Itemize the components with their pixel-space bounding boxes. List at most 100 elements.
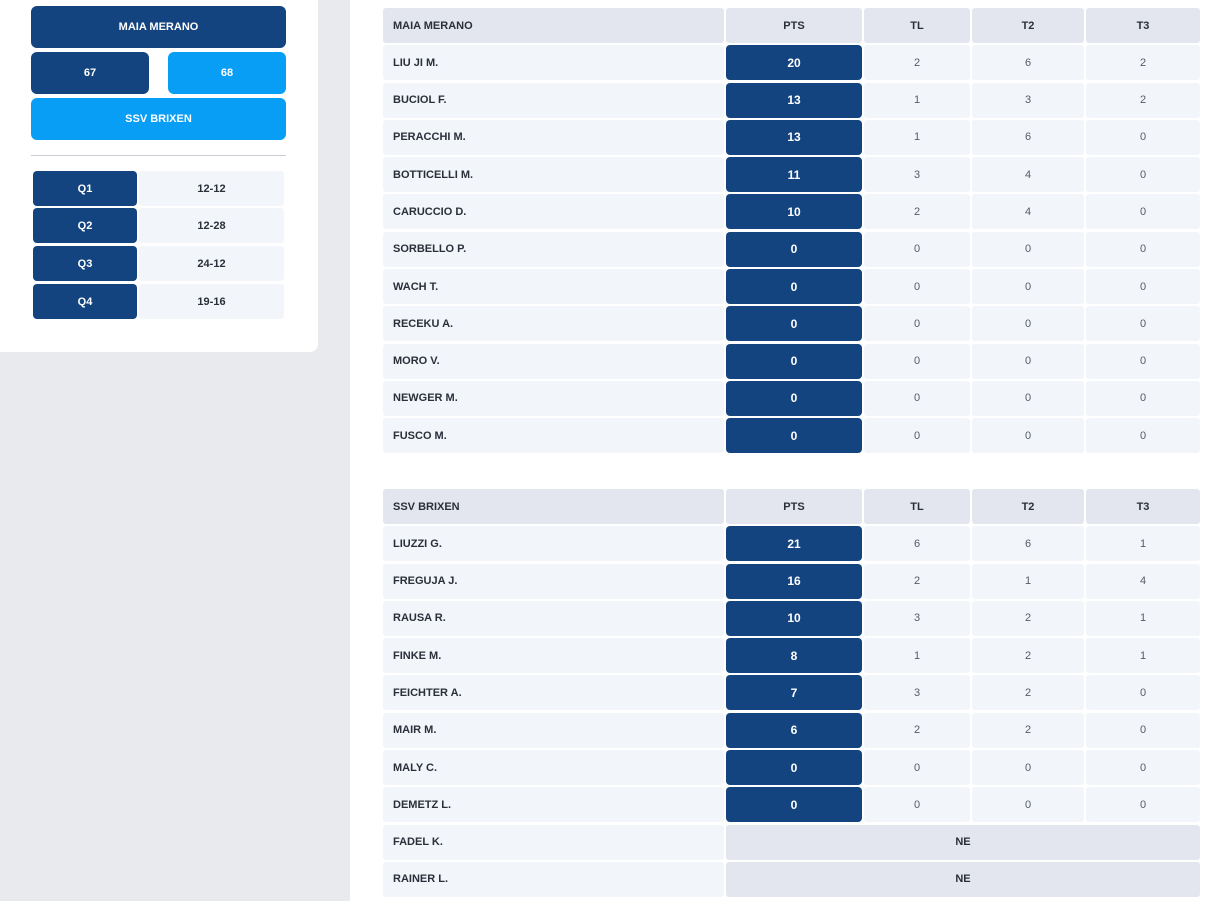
not-entered-status: NE: [726, 824, 1200, 860]
player-points: 20: [726, 45, 862, 81]
away-box-score-table: SSV BRIXEN PTS TL T2 T3 LIUZZI G. 21 6 6 1 FREGUJA…: [383, 489, 1200, 899]
player-name[interactable]: FREGUJA J.: [383, 563, 724, 599]
player-name[interactable]: SORBELLO P.: [383, 231, 724, 267]
player-name[interactable]: RAINER L.: [383, 861, 724, 897]
player-free-throws: 2: [864, 712, 970, 748]
player-points: 0: [726, 343, 862, 379]
table-row: MAIR M. 6 2 2 0: [383, 712, 1200, 748]
player-free-throws: 0: [864, 343, 970, 379]
player-free-throws: 2: [864, 563, 970, 599]
player-two-pointers: 4: [972, 194, 1084, 230]
away-score-button[interactable]: 68: [168, 52, 286, 94]
player-two-pointers: 0: [972, 418, 1084, 454]
player-three-pointers: 0: [1086, 418, 1200, 454]
player-points: 16: [726, 563, 862, 599]
player-three-pointers: 4: [1086, 563, 1200, 599]
player-free-throws: 0: [864, 380, 970, 416]
t2-column-header[interactable]: T2: [972, 489, 1084, 524]
quarter-row: Q2 12-28: [33, 208, 284, 243]
player-two-pointers: 0: [972, 380, 1084, 416]
table-row: NEWGER M. 0 0 0 0: [383, 380, 1200, 416]
player-name[interactable]: RAUSA R.: [383, 600, 724, 636]
player-two-pointers: 6: [972, 526, 1084, 562]
player-three-pointers: 0: [1086, 343, 1200, 379]
table-row: WACH T. 0 0 0 0: [383, 269, 1200, 305]
table-row: BOTTICELLI M. 11 3 4 0: [383, 157, 1200, 193]
table-row: RECEKU A. 0 0 0 0: [383, 306, 1200, 342]
home-team-button[interactable]: MAIA MERANO: [31, 6, 286, 48]
player-two-pointers: 6: [972, 45, 1084, 81]
quarter-label[interactable]: Q3: [33, 246, 137, 281]
home-score-button[interactable]: 67: [31, 52, 149, 94]
player-name[interactable]: CARUCCIO D.: [383, 194, 724, 230]
player-name[interactable]: MORO V.: [383, 343, 724, 379]
table-row: RAINER L. NE: [383, 861, 1200, 897]
table-row: FUSCO M. 0 0 0 0: [383, 418, 1200, 454]
pts-column-header[interactable]: PTS: [726, 8, 862, 43]
player-points: 13: [726, 119, 862, 155]
table-row: PERACCHI M. 13 1 6 0: [383, 119, 1200, 155]
player-three-pointers: 0: [1086, 787, 1200, 823]
player-name[interactable]: MALY C.: [383, 750, 724, 786]
player-name[interactable]: FEICHTER A.: [383, 675, 724, 711]
player-name[interactable]: FINKE M.: [383, 638, 724, 674]
player-three-pointers: 0: [1086, 119, 1200, 155]
player-points: 6: [726, 712, 862, 748]
player-free-throws: 0: [864, 269, 970, 305]
player-two-pointers: 2: [972, 712, 1084, 748]
quarter-label[interactable]: Q4: [33, 284, 137, 319]
table-row: CARUCCIO D. 10 2 4 0: [383, 194, 1200, 230]
player-name[interactable]: NEWGER M.: [383, 380, 724, 416]
quarter-label[interactable]: Q2: [33, 208, 137, 243]
tl-column-header[interactable]: TL: [864, 489, 970, 524]
quarter-score: 12-12: [139, 171, 284, 206]
team-name-header: SSV BRIXEN: [383, 489, 724, 524]
player-two-pointers: 0: [972, 269, 1084, 305]
home-box-score-table: MAIA MERANO PTS TL T2 T3 LIU JI M. 20 2 6 2 BUCIOL…: [383, 8, 1200, 456]
player-name[interactable]: BUCIOL F.: [383, 82, 724, 118]
player-points: 0: [726, 269, 862, 305]
t3-column-header[interactable]: T3: [1086, 489, 1200, 524]
player-free-throws: 1: [864, 638, 970, 674]
player-name[interactable]: BOTTICELLI M.: [383, 157, 724, 193]
divider: [31, 155, 286, 156]
table-row: FINKE M. 8 1 2 1: [383, 638, 1200, 674]
player-name[interactable]: MAIR M.: [383, 712, 724, 748]
player-three-pointers: 0: [1086, 231, 1200, 267]
player-two-pointers: 2: [972, 675, 1084, 711]
t2-column-header[interactable]: T2: [972, 8, 1084, 43]
player-free-throws: 6: [864, 526, 970, 562]
table-row: LIU JI M. 20 2 6 2: [383, 45, 1200, 81]
quarter-score: 19-16: [139, 284, 284, 319]
quarter-score: 12-28: [139, 208, 284, 243]
player-name[interactable]: WACH T.: [383, 269, 724, 305]
quarter-label[interactable]: Q1: [33, 171, 137, 206]
player-points: 10: [726, 194, 862, 230]
player-free-throws: 3: [864, 675, 970, 711]
player-free-throws: 3: [864, 157, 970, 193]
table-row: RAUSA R. 10 3 2 1: [383, 600, 1200, 636]
player-name[interactable]: FADEL K.: [383, 824, 724, 860]
table-row: DEMETZ L. 0 0 0 0: [383, 787, 1200, 823]
player-name[interactable]: PERACCHI M.: [383, 119, 724, 155]
player-three-pointers: 0: [1086, 380, 1200, 416]
player-two-pointers: 0: [972, 231, 1084, 267]
player-name[interactable]: LIU JI M.: [383, 45, 724, 81]
player-name[interactable]: DEMETZ L.: [383, 787, 724, 823]
player-name[interactable]: FUSCO M.: [383, 418, 724, 454]
player-three-pointers: 0: [1086, 675, 1200, 711]
player-name[interactable]: RECEKU A.: [383, 306, 724, 342]
tl-column-header[interactable]: TL: [864, 8, 970, 43]
player-free-throws: 3: [864, 600, 970, 636]
quarter-row: Q1 12-12: [33, 171, 284, 206]
player-three-pointers: 0: [1086, 157, 1200, 193]
player-points: 11: [726, 157, 862, 193]
away-team-button[interactable]: SSV BRIXEN: [31, 98, 286, 140]
not-entered-status: NE: [726, 861, 1200, 897]
table-row: LIUZZI G. 21 6 6 1: [383, 526, 1200, 562]
player-name[interactable]: LIUZZI G.: [383, 526, 724, 562]
pts-column-header[interactable]: PTS: [726, 489, 862, 524]
player-three-pointers: 0: [1086, 306, 1200, 342]
t3-column-header[interactable]: T3: [1086, 8, 1200, 43]
player-three-pointers: 0: [1086, 750, 1200, 786]
